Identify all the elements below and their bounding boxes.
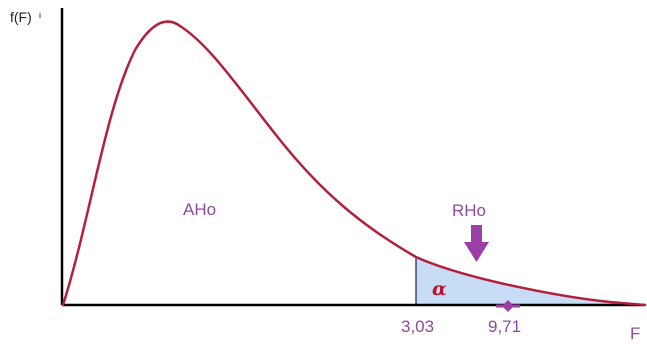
statistic-value-label: 9,71 <box>488 317 521 336</box>
y-axis-label: f(F) <box>10 9 32 25</box>
rejection-region <box>416 257 645 305</box>
density-curve <box>61 20 647 307</box>
down-arrow-icon <box>464 225 489 262</box>
critical-value-label: 3,03 <box>401 317 434 336</box>
alpha-label: α <box>432 278 447 300</box>
diamond-marker-icon <box>496 300 520 312</box>
reject-region-label: RHo <box>452 201 486 220</box>
x-axis-label: F <box>630 324 640 343</box>
accept-region-label: AHo <box>183 200 216 219</box>
